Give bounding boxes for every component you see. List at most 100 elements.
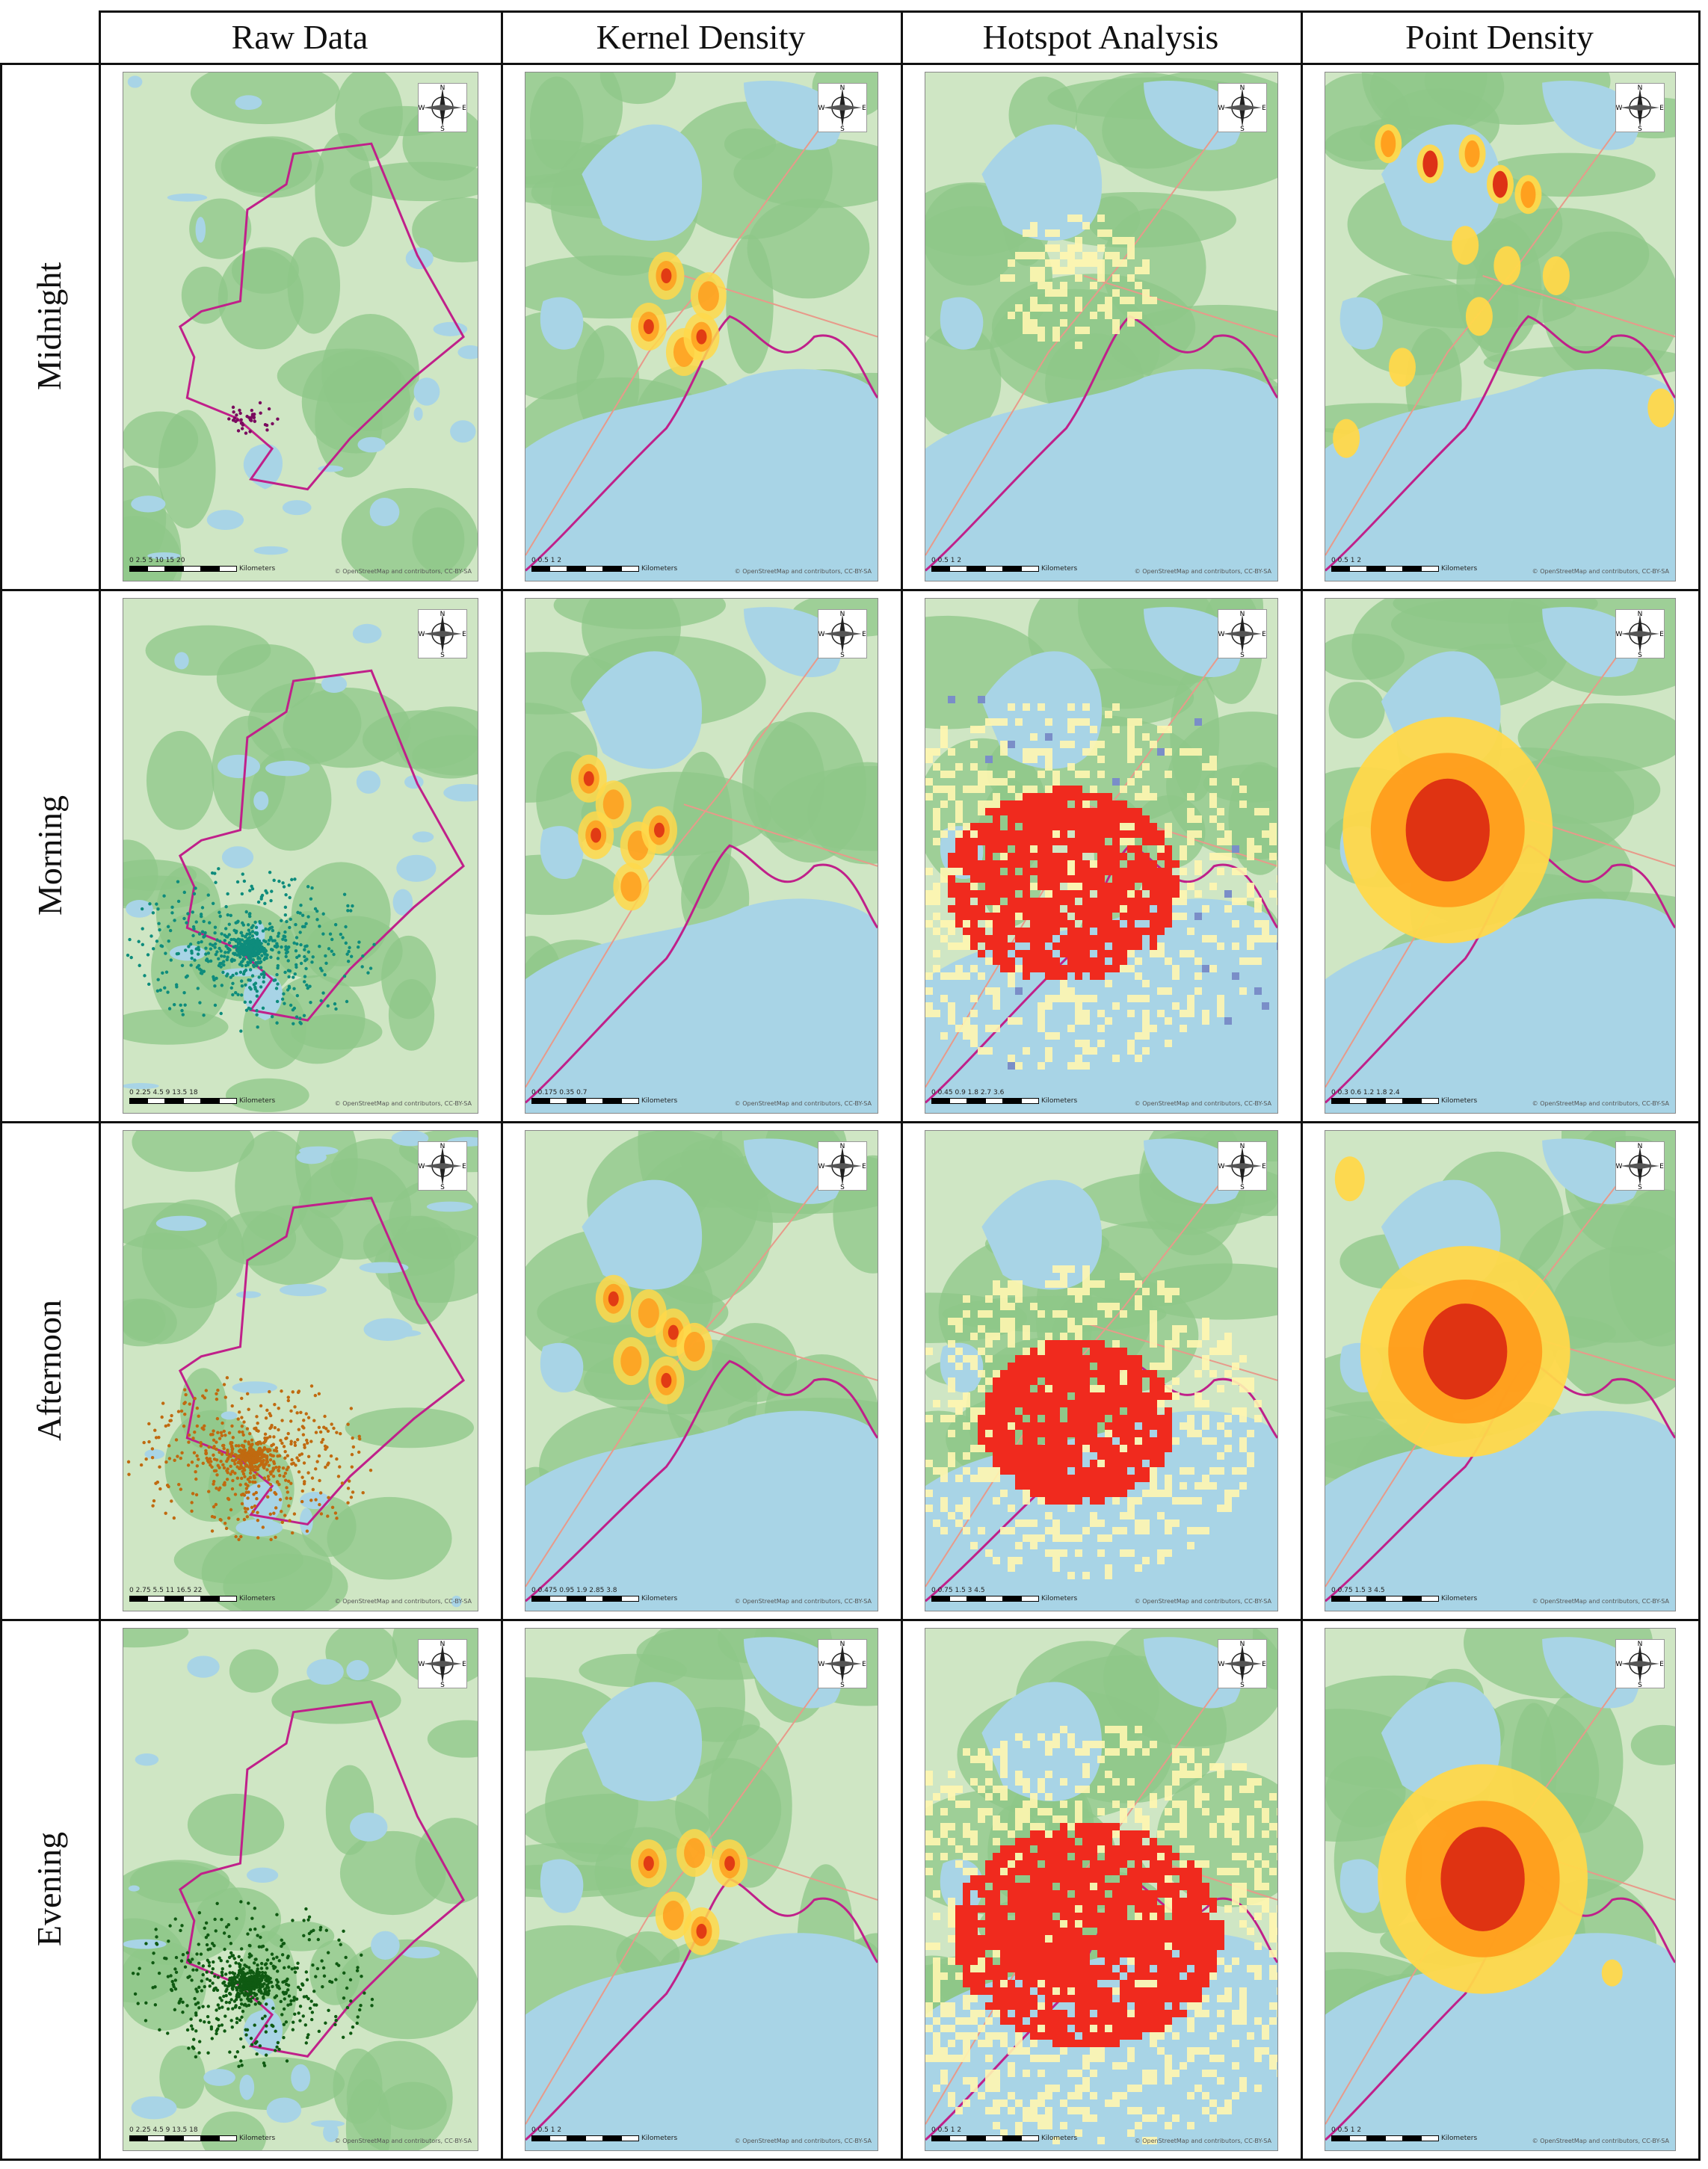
north-arrow-icon: N S E W bbox=[1218, 609, 1267, 658]
scale-bar-unit: Kilometers bbox=[1041, 1097, 1078, 1105]
compass-letter: N bbox=[440, 611, 446, 618]
scale-bar-segment bbox=[949, 1596, 967, 1602]
table-rule bbox=[0, 63, 2, 2161]
scale-bar-ticks: 0 0.75 1.5 3 4.5 bbox=[931, 1587, 985, 1594]
scale-bar-ticks: 0 2.25 4.5 9 13.5 18 bbox=[129, 1089, 198, 1096]
scale-bar-segment bbox=[985, 2135, 1003, 2141]
compass-letter: E bbox=[462, 105, 466, 112]
scale-bar-segment bbox=[1403, 1098, 1421, 1104]
map-canvas bbox=[123, 599, 478, 1113]
compass-letter: N bbox=[440, 84, 446, 92]
scale-bar-ticks: 0 2.75 5.5 11 16.5 22 bbox=[129, 1587, 203, 1594]
scale-bar-segment bbox=[201, 1098, 219, 1104]
scale-bar-segment bbox=[949, 2135, 967, 2141]
scale-bar-segment bbox=[1403, 1596, 1421, 1602]
scale-bar-segment bbox=[1367, 1098, 1385, 1104]
compass-letter: S bbox=[1240, 1682, 1245, 1688]
map-canvas bbox=[925, 1131, 1277, 1611]
map-attribution: © OpenStreetMap and contributors, CC-BY-… bbox=[334, 2138, 472, 2144]
compass-letter: S bbox=[1240, 652, 1245, 658]
scale-bar-segment bbox=[603, 2135, 621, 2141]
compass-letter: W bbox=[419, 105, 425, 112]
compass-letter: S bbox=[440, 1184, 445, 1190]
scale-bar-ticks: 0 0.5 1 2 bbox=[931, 2126, 962, 2134]
compass-letter: S bbox=[440, 126, 445, 132]
row-header: Evening bbox=[0, 1619, 99, 2159]
map-canvas bbox=[1325, 1629, 1675, 2150]
scale-bar-segment bbox=[201, 566, 219, 572]
scale-bar-segment bbox=[1021, 1596, 1039, 1602]
scale-bar-segment bbox=[1403, 2135, 1421, 2141]
north-arrow-icon: N S E W bbox=[418, 1141, 467, 1191]
scale-bar-segment bbox=[585, 1098, 603, 1104]
compass-letter: S bbox=[440, 652, 445, 658]
scale-bar-segment bbox=[129, 2135, 147, 2141]
map-canvas bbox=[925, 72, 1277, 581]
row-header: Afternoon bbox=[0, 1121, 99, 1619]
scale-bar-segment bbox=[549, 2135, 567, 2141]
map-attribution: © OpenStreetMap and contributors, CC-BY-… bbox=[1134, 1598, 1271, 1605]
compass-letter: W bbox=[1218, 1163, 1225, 1170]
scale-bar: 0 0.475 0.95 1.9 2.85 3.8 Kilometers bbox=[531, 1587, 677, 1606]
scale-bar-segment bbox=[603, 1098, 621, 1104]
column-header: Raw Data bbox=[231, 17, 369, 56]
compass-letter: S bbox=[1638, 652, 1642, 658]
scale-bar-segment bbox=[585, 2135, 603, 2141]
north-arrow-icon: N S E W bbox=[1218, 83, 1267, 132]
scale-bar-segment bbox=[1021, 2135, 1039, 2141]
scale-bar-segment bbox=[931, 1596, 949, 1602]
scale-bar-segment bbox=[549, 1596, 567, 1602]
scale-bar-ticks: 0 0.5 1 2 bbox=[531, 557, 562, 564]
compass-letter: N bbox=[840, 611, 845, 618]
compass-letter: E bbox=[462, 631, 466, 638]
scale-bar-ticks: 0 2.5 5 10 15 20 bbox=[129, 557, 185, 564]
compass-letter: N bbox=[1240, 1641, 1245, 1648]
compass-letter: S bbox=[440, 1682, 445, 1688]
scale-bar-segment bbox=[1367, 1596, 1385, 1602]
compass-letter: S bbox=[840, 1184, 845, 1190]
map-attribution: © OpenStreetMap and contributors, CC-BY-… bbox=[1532, 1100, 1669, 1107]
north-arrow-icon: N S E W bbox=[1218, 1639, 1267, 1688]
scale-bar-unit: Kilometers bbox=[239, 1595, 276, 1602]
scale-bar-ticks: 0 0.5 1 2 bbox=[1331, 2126, 1362, 2134]
compass-letter: N bbox=[1240, 1143, 1245, 1150]
map-attribution: © OpenStreetMap and contributors, CC-BY-… bbox=[1532, 2138, 1669, 2144]
scale-bar: 0 2.75 5.5 11 16.5 22 Kilometers bbox=[129, 1587, 275, 1606]
map-canvas bbox=[1325, 72, 1675, 581]
scale-bar-segment bbox=[1367, 2135, 1385, 2141]
compass-letter: E bbox=[1659, 631, 1664, 638]
compass-letter: E bbox=[862, 105, 866, 112]
map-canvas bbox=[525, 1629, 878, 2150]
point-density-map: N S E W 0 0.5 1 2 Kilometers © OpenStreetMap a… bbox=[1325, 1628, 1676, 2151]
compass-letter: S bbox=[1638, 126, 1642, 132]
point-density-map: N S E W 0 0.75 1.5 3 4.5 Kilometers © OpenStre… bbox=[1325, 1130, 1676, 1611]
scale-bar-segment bbox=[1385, 1098, 1403, 1104]
compass-letter: S bbox=[840, 126, 845, 132]
raw-data-map: N S E W 0 2.75 5.5 11 16.5 22 Kilometers © Ope… bbox=[123, 1130, 478, 1611]
scale-bar-segment bbox=[183, 566, 201, 572]
column-header: Kernel Density bbox=[596, 17, 806, 56]
scale-bar-segment bbox=[1331, 1596, 1349, 1602]
row-header-label: Afternoon bbox=[30, 1299, 69, 1441]
compass-letter: E bbox=[1262, 631, 1266, 638]
scale-bar-segment bbox=[531, 1098, 549, 1104]
map-canvas bbox=[1325, 1131, 1675, 1611]
scale-bar-segment bbox=[1421, 2135, 1439, 2141]
scale-bar-segment bbox=[165, 1596, 183, 1602]
table-rule bbox=[99, 10, 101, 2161]
scale-bar-ticks: 0 0.5 1 2 bbox=[1331, 557, 1362, 564]
scale-bar-segment bbox=[567, 566, 585, 572]
scale-bar-unit: Kilometers bbox=[641, 2135, 678, 2142]
kernel-density-map: N S E W 0 0.5 1 2 Kilometers © OpenStreetMap a… bbox=[525, 1628, 878, 2151]
scale-bar-ticks: 0 0.45 0.9 1.8 2.7 3.6 bbox=[931, 1089, 1005, 1096]
scale-bar: 0 0.5 1 2 Kilometers bbox=[931, 2126, 1077, 2146]
compass-letter: E bbox=[862, 631, 866, 638]
raw-data-map: N S E W 0 2.25 4.5 9 13.5 18 Kilometers © Open… bbox=[123, 598, 478, 1114]
scale-bar-segment bbox=[567, 1596, 585, 1602]
compass-letter: N bbox=[1638, 611, 1643, 618]
scale-bar-ticks: 0 0.75 1.5 3 4.5 bbox=[1331, 1587, 1385, 1594]
scale-bar-segment bbox=[147, 566, 165, 572]
compass-letter: W bbox=[1218, 631, 1225, 638]
north-arrow-icon: N S E W bbox=[1615, 1141, 1665, 1191]
north-arrow-icon: N S E W bbox=[818, 609, 867, 658]
